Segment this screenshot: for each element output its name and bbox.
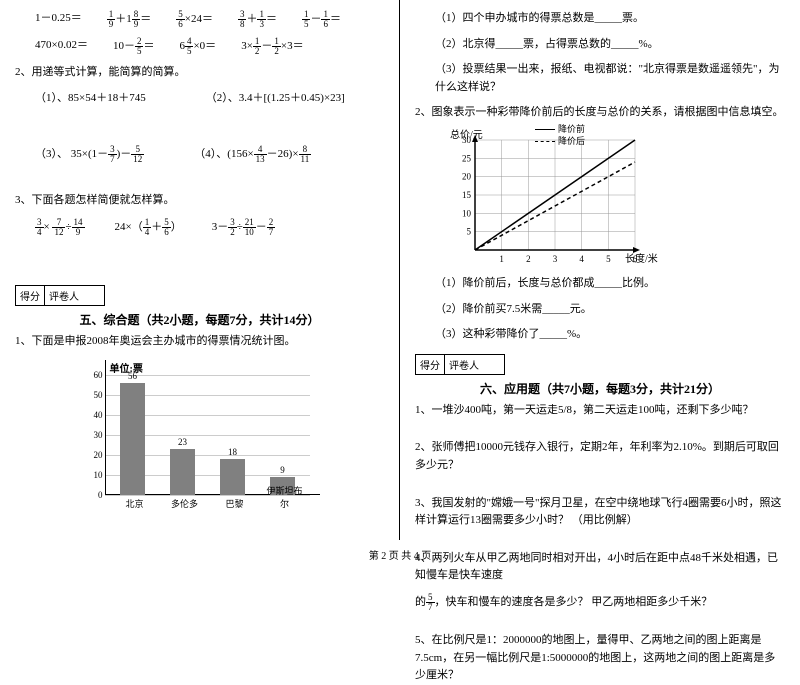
q3-a: 34× 712÷149: [35, 218, 85, 237]
eq-2a: 470×0.02＝: [35, 37, 88, 56]
q2-title: 2、用递等式计算，能简算的简算。: [15, 64, 384, 82]
bar: [120, 383, 145, 495]
y-tick: 30: [85, 430, 103, 440]
svg-text:1: 1: [499, 254, 504, 264]
equation-row-1: 1－0.25＝ 19＋189＝ 56×24＝ 38＋13＝ 15－16＝: [15, 10, 384, 29]
right-column: （1）四个申办城市的得票总数是_____票。 （2）北京得_____票，占得票总…: [400, 0, 800, 540]
section-5-title: 五、综合题（共2小题，每题7分，共计14分）: [15, 311, 384, 328]
q2-4: （4）、(156×413－26)×811: [194, 145, 311, 164]
left-column: 1－0.25＝ 19＋189＝ 56×24＝ 38＋13＝ 15－16＝ 470…: [0, 0, 400, 540]
q6-3: 3、我国发射的"嫦娥一号"探月卫星，在空中绕地球飞行4圈需要6小时，照这样计算运…: [415, 495, 785, 530]
y-tick: 20: [85, 450, 103, 460]
r-q2-title: 2、图象表示一种彩带降价前后的长度与总价的关系，请根据图中信息填空。: [415, 104, 785, 122]
eq-2d: 3×12－12×3＝: [241, 37, 303, 56]
eq-2b: 10－25＝: [113, 37, 155, 56]
eq-1d: 38＋13＝: [238, 10, 277, 29]
bar-value: 9: [268, 465, 298, 475]
svg-text:5: 5: [467, 227, 472, 237]
page-container: 1－0.25＝ 19＋189＝ 56×24＝ 38＋13＝ 15－16＝ 470…: [0, 0, 800, 540]
section-6-title: 六、应用题（共7小题，每题3分，共计21分）: [415, 380, 785, 397]
equation-row-2: 470×0.02＝ 10－25＝ 645×0＝ 3×12－12×3＝: [15, 37, 384, 56]
line-chart-svg: 12345651015202530总价/元长度/米: [445, 130, 645, 270]
svg-text:2: 2: [526, 254, 531, 264]
svg-text:15: 15: [462, 190, 472, 200]
svg-text:4: 4: [579, 254, 584, 264]
q3-b: 24×（14＋56）: [115, 218, 182, 237]
bar-category: 伊斯坦布尔: [265, 484, 305, 510]
line-chart: 12345651015202530总价/元长度/米降价前降价后: [445, 130, 645, 270]
eq-2c: 645×0＝: [179, 37, 216, 56]
svg-text:20: 20: [462, 172, 472, 182]
bar-value: 23: [168, 437, 198, 447]
score-box-left: 得分 评卷人: [15, 285, 105, 306]
bar-category: 多伦多: [165, 497, 205, 510]
eq-1a: 1－0.25＝: [35, 10, 82, 29]
q6-2: 2、张师傅把10000元钱存入银行，定期2年，年利率为2.10%。到期后可取回多…: [415, 439, 785, 474]
y-axis: [105, 360, 106, 495]
q2-12: （1）、85×54＋18＋745 （2）、3.4＋[(1.25＋0.45)×23…: [15, 90, 384, 108]
bar-chart: 单位:票010203040506056北京23多伦多18巴黎9伊斯坦布尔: [80, 360, 320, 510]
grader-label: 评卷人: [45, 286, 83, 305]
q2-2: （2）、3.4＋[(1.25＋0.45)×23]: [206, 90, 345, 108]
grader-label-r: 评卷人: [445, 355, 483, 374]
q3-title: 3、下面各题怎样简便就怎样算。: [15, 192, 384, 210]
y-tick: 50: [85, 390, 103, 400]
q5-1: 1、下面是申报2008年奥运会主办城市的得票情况统计图。: [15, 333, 384, 351]
svg-text:3: 3: [553, 254, 558, 264]
q6-4b: 的57，快车和慢车的速度各是多少？ 甲乙两地相距多少千米？: [415, 593, 785, 612]
page-footer: 第 2 页 共 4 页: [0, 547, 800, 562]
svg-text:25: 25: [462, 153, 472, 163]
legend-after: 降价后: [535, 134, 585, 147]
q2-1: （1）、85×54＋18＋745: [35, 90, 146, 108]
y-tick: 10: [85, 470, 103, 480]
r-q2-2: （2）降价前买7.5米需_____元。: [415, 301, 785, 319]
svg-text:10: 10: [462, 208, 472, 218]
svg-text:5: 5: [606, 254, 611, 264]
score-label-r: 得分: [416, 355, 445, 374]
y-tick: 40: [85, 410, 103, 420]
q6-1: 1、一堆沙400吨，第一天运走5/8，第二天运走100吨，还剩下多少吨？: [415, 402, 785, 420]
eq-1e: 15－16＝: [302, 10, 341, 29]
score-label: 得分: [16, 286, 45, 305]
q2-3: （3）、 35×(1－37)－512: [35, 145, 144, 164]
svg-text:总价/元: 总价/元: [450, 128, 483, 141]
y-tick: 60: [85, 370, 103, 380]
r-q1-2: （2）北京得_____票，占得票总数的_____%。: [415, 36, 785, 54]
eq-1b: 19＋189＝: [107, 10, 152, 29]
r-q1-1: （1）四个申办城市的得票总数是_____票。: [415, 10, 785, 28]
eq-1c: 56×24＝: [176, 10, 213, 29]
bar: [220, 459, 245, 495]
r-q1-3: （3）投票结果一出来，报纸、电视都说："北京得票是数遥遥领先"，为什么这样说？: [415, 61, 785, 96]
r-q2-1: （1）降价前后，长度与总价都成_____比例。: [415, 275, 785, 293]
r-q2-3: （3）这种彩带降价了_____%。: [415, 326, 785, 344]
q3-abc: 34× 712÷149 24×（14＋56） 3－32÷2110－27: [15, 218, 384, 237]
bar: [170, 449, 195, 495]
svg-text:长度/米: 长度/米: [625, 252, 658, 265]
bar-value: 56: [118, 371, 148, 381]
bar-category: 北京: [115, 497, 155, 510]
score-box-right: 得分 评卷人: [415, 354, 505, 375]
q2-34: （3）、 35×(1－37)－512 （4）、(156×413－26)×811: [15, 145, 384, 164]
y-tick: 0: [85, 490, 103, 500]
bar-category: 巴黎: [215, 497, 255, 510]
bar-value: 18: [218, 447, 248, 457]
q6-5: 5、在比例尺是1：2000000的地图上，量得甲、乙两地之间的图上距离是7.5c…: [415, 632, 785, 685]
q3-c: 3－32÷2110－27: [212, 218, 276, 237]
